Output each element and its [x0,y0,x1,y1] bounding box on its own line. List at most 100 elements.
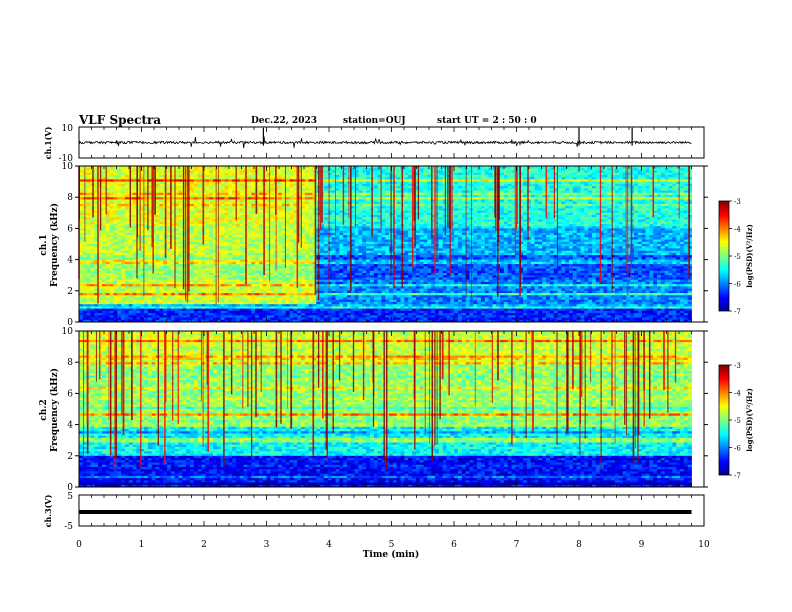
spectrogram-cell [86,255,91,258]
spectrogram-cell [167,208,172,211]
spectrogram-cell [178,226,183,229]
spectrogram-cell [140,237,145,240]
spectrogram-cell [121,190,126,194]
spectrogram-cell [151,288,156,292]
spectrogram-cell [155,310,160,314]
spectrogram-cell [136,299,141,303]
spectrogram-cell [121,228,126,232]
spectrogram-cell [132,203,137,207]
spectrogram-cell [167,235,172,238]
spectrogram-cell [182,241,187,245]
spectrogram-cell [167,226,172,229]
spectrogram-cell [124,228,130,232]
spectrogram-cell [147,181,153,185]
spectrogram-cell [167,275,172,278]
spectrogram-cell [190,244,195,247]
spectrogram-cell [121,288,126,292]
spectrogram-cell [86,252,91,256]
spectrogram-cell [197,304,202,307]
spectrogram-cell [140,290,145,294]
spectrogram-cell [94,170,99,174]
spectrogram-cell [101,208,107,211]
spectrogram-cell [182,288,187,292]
spectrogram-cell [113,237,118,240]
spectrogram-cell [147,203,153,207]
spectrogram-cell [144,288,149,292]
spectrogram-cell [98,272,103,276]
spectrogram-cell [182,212,187,216]
spectrogram-cell [109,250,114,254]
spectrogram-cell [190,228,195,232]
spectrogram-cell [117,319,122,323]
spectrogram-cell [94,299,99,303]
spectrogram-cell [90,284,95,287]
spectrogram-cell [113,275,118,278]
spectrogram-cell [121,266,126,269]
spectrogram-cell [201,246,206,249]
spectrogram-cell [167,317,172,321]
spectrogram-cell [109,179,114,182]
spectrogram-cell [90,293,95,296]
spectrogram-cell [144,235,149,238]
spectrogram-cell [144,306,149,310]
spectrogram-cell [86,310,91,314]
spectrogram-cell [155,217,160,220]
spectrogram-cell [170,261,176,265]
spectrogram-cell [132,281,137,285]
spectrogram-cell [117,197,122,200]
spectrogram-cell [94,246,99,249]
spectrogram-cell [178,190,183,194]
spectrogram-cell [182,172,187,176]
spectrogram-cell [90,317,95,321]
spectrogram-cell [79,192,84,196]
spectrogram-cell [82,255,88,258]
spectrogram-cell [117,177,122,180]
spectrogram-cell [128,297,133,301]
spectrogram-cell [155,279,160,283]
spectrogram-cell [174,208,179,211]
spectrogram-cell [159,186,164,189]
spectrogram-cell [178,201,183,205]
spectrogram-cell [159,230,164,234]
spectrogram-cell [121,199,126,203]
spectrogram-cell [197,170,202,174]
spectrogram-cell [197,188,202,191]
spectrogram-cell [109,288,114,292]
spectrogram-cell [98,257,103,260]
spectrogram-cell [121,172,126,176]
spectrogram-cell [174,226,179,229]
spectrogram-cell [174,203,179,207]
spectrogram-cell [117,261,122,265]
spectrogram-cell [170,215,176,218]
spectrogram-cell [155,261,160,265]
spectrogram-cell [167,217,172,220]
spectrogram-cell [159,203,164,207]
spectrogram-cell [174,310,179,314]
spectrogram-cell [174,266,179,269]
spectrogram-cell [159,264,164,267]
spectrogram-cell [90,313,95,316]
spectrogram-cell [82,277,88,281]
spectrogram-cell [155,286,160,289]
spectrogram-cell [79,270,84,274]
spectrogram-cell [86,299,91,303]
spectrogram-cell [94,212,99,216]
spectrogram-cell [105,281,111,285]
spectrogram-cell [144,297,149,301]
spectrogram-cell [190,237,195,240]
spectrogram-cell [86,290,91,294]
spectrogram-cell [90,266,95,269]
spectrogram-cell [174,304,179,307]
spectrogram-cell [124,172,130,176]
spectrogram-cell [98,246,103,249]
spectrogram-cell [86,188,91,191]
spectrogram-cell [144,206,149,209]
spectrogram-cell [82,275,88,278]
spectrogram-cell [105,295,111,298]
spectrogram-cell [90,295,95,298]
spectrogram-cell [86,281,91,285]
spectrogram-cell [105,232,111,236]
spectrogram-cell [113,319,118,323]
spectrogram-cell [182,188,187,191]
spectrogram-cell [113,197,118,200]
